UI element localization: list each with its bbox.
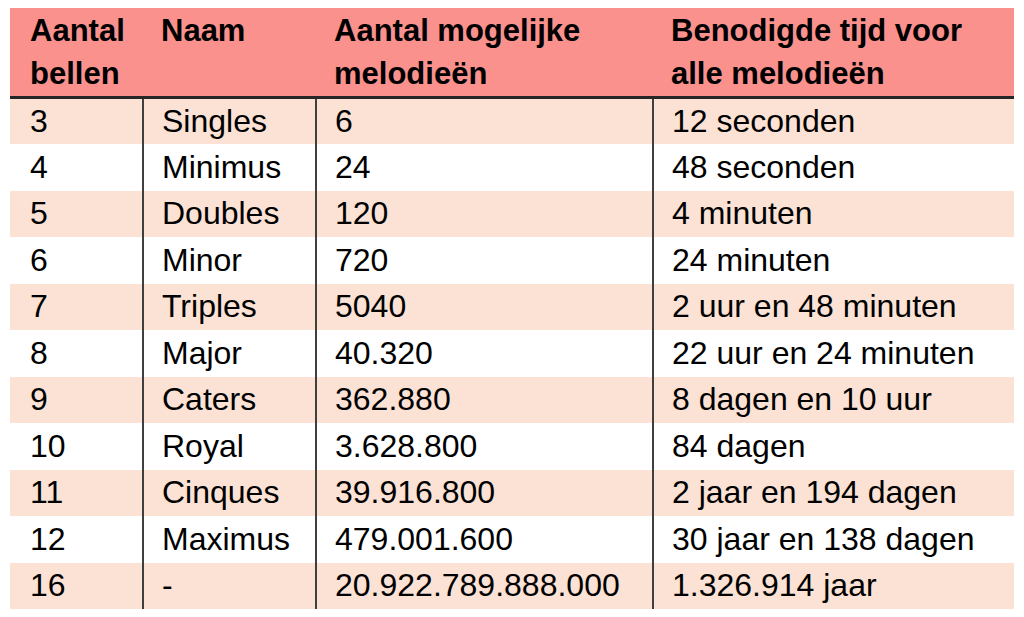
table-cell: 39.916.800: [316, 470, 653, 517]
table-cell: 2 jaar en 194 dagen: [653, 470, 1014, 517]
table-cell: Maximus: [143, 516, 316, 563]
bells-melodies-table-container: Aantal bellen Naam Aantal mogelijke melo…: [10, 8, 1014, 609]
table-cell: 479.001.600: [316, 516, 653, 563]
table-row: 16 - 20.922.789.888.000 1.326.914 jaar: [10, 563, 1014, 610]
table-cell: Cinques: [143, 470, 316, 517]
table-cell: 9: [10, 377, 143, 424]
table-body: 3 Singles 6 12 seconden 4 Minimus 24 48 …: [10, 98, 1014, 610]
header-cell-aantal-bellen: Aantal bellen: [10, 8, 143, 98]
table-cell: 4: [10, 144, 143, 191]
table-cell: 3: [10, 98, 143, 145]
table-cell: 2 uur en 48 minuten: [653, 284, 1014, 331]
table-cell: Caters: [143, 377, 316, 424]
table-cell: 362.880: [316, 377, 653, 424]
table-cell: 5: [10, 191, 143, 238]
table-row: 12 Maximus 479.001.600 30 jaar en 138 da…: [10, 516, 1014, 563]
table-cell: 3.628.800: [316, 423, 653, 470]
table-row: 9 Caters 362.880 8 dagen en 10 uur: [10, 377, 1014, 424]
header-cell-naam: Naam: [143, 8, 316, 98]
table-row: 6 Minor 720 24 minuten: [10, 237, 1014, 284]
table-cell: Doubles: [143, 191, 316, 238]
table-cell: 120: [316, 191, 653, 238]
table-header: Aantal bellen Naam Aantal mogelijke melo…: [10, 8, 1014, 98]
table-cell: 8 dagen en 10 uur: [653, 377, 1014, 424]
table-cell: 40.320: [316, 330, 653, 377]
table-cell: 12: [10, 516, 143, 563]
table-cell: Triples: [143, 284, 316, 331]
table-row: 3 Singles 6 12 seconden: [10, 98, 1014, 145]
table-cell: 4 minuten: [653, 191, 1014, 238]
table-row: 10 Royal 3.628.800 84 dagen: [10, 423, 1014, 470]
header-cell-aantal-melodieen: Aantal mogelijke melodieën: [316, 8, 653, 98]
header-cell-benodigde-tijd: Benodigde tijd voor alle melodieën: [653, 8, 1014, 98]
table-cell: 22 uur en 24 minuten: [653, 330, 1014, 377]
table-cell: 7: [10, 284, 143, 331]
table-row: 4 Minimus 24 48 seconden: [10, 144, 1014, 191]
bells-melodies-table: Aantal bellen Naam Aantal mogelijke melo…: [10, 8, 1014, 609]
table-cell: 720: [316, 237, 653, 284]
table-cell: 11: [10, 470, 143, 517]
table-row: 5 Doubles 120 4 minuten: [10, 191, 1014, 238]
table-cell: 30 jaar en 138 dagen: [653, 516, 1014, 563]
table-cell: 16: [10, 563, 143, 610]
table-cell: -: [143, 563, 316, 610]
table-cell: 1.326.914 jaar: [653, 563, 1014, 610]
table-cell: Singles: [143, 98, 316, 145]
table-cell: Major: [143, 330, 316, 377]
table-cell: 6: [10, 237, 143, 284]
table-cell: Royal: [143, 423, 316, 470]
table-cell: 5040: [316, 284, 653, 331]
table-cell: 24: [316, 144, 653, 191]
table-cell: 48 seconden: [653, 144, 1014, 191]
table-cell: 6: [316, 98, 653, 145]
table-row: 7 Triples 5040 2 uur en 48 minuten: [10, 284, 1014, 331]
table-row: 8 Major 40.320 22 uur en 24 minuten: [10, 330, 1014, 377]
table-row: 11 Cinques 39.916.800 2 jaar en 194 dage…: [10, 470, 1014, 517]
table-cell: Minor: [143, 237, 316, 284]
table-cell: 8: [10, 330, 143, 377]
table-cell: 12 seconden: [653, 98, 1014, 145]
header-row: Aantal bellen Naam Aantal mogelijke melo…: [10, 8, 1014, 98]
table-cell: Minimus: [143, 144, 316, 191]
table-cell: 84 dagen: [653, 423, 1014, 470]
table-cell: 24 minuten: [653, 237, 1014, 284]
table-cell: 10: [10, 423, 143, 470]
table-cell: 20.922.789.888.000: [316, 563, 653, 610]
